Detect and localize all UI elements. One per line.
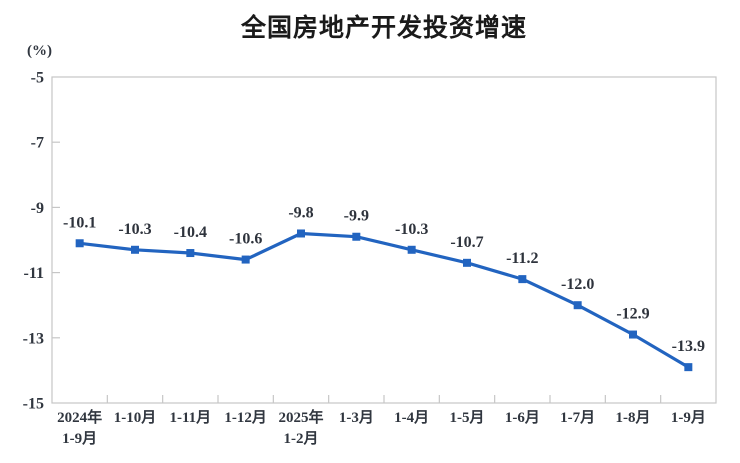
data-point-label: -10.3 [118,221,151,238]
x-axis-label: 1-11月 [169,409,211,426]
data-point-label: -10.1 [63,214,96,231]
data-point-marker [463,258,471,267]
x-axis-label: 1-12月 [224,409,267,426]
data-point-label: -11.2 [506,250,538,267]
x-axis-label: 1-5月 [450,409,485,426]
data-point-label: -10.3 [395,221,428,238]
x-axis-label: 2025年 [278,408,323,426]
data-point-label: -13.9 [672,338,705,355]
x-axis-label: 1-8月 [616,409,651,426]
data-point-marker [75,239,84,248]
data-point-marker [407,245,416,254]
data-point-label: -10.6 [229,231,262,248]
x-axis-label: 1-9月 [62,430,97,447]
data-point-marker [131,245,139,254]
x-axis-label: 1-3月 [339,409,374,426]
data-point-marker [241,255,250,264]
data-series-line [78,231,690,369]
y-tick-label: -11 [24,265,44,282]
data-point-label: -10.4 [174,224,207,241]
data-point-marker [186,249,195,258]
y-tick-label: -9 [31,200,44,217]
data-point-label: -12.9 [616,306,649,323]
x-axis-label: 2024年 [57,408,102,426]
data-point-label: -9.8 [288,204,313,221]
x-axis-label: 1-7月 [560,409,595,426]
data-point-label: -9.9 [344,208,369,225]
x-axis-label: 1-6月 [505,409,540,426]
y-tick-label: -15 [23,396,44,413]
plot-border [51,76,717,404]
x-axis-label: 1-10月 [114,409,157,426]
data-point-marker [297,229,305,238]
y-tick-label: -13 [23,330,44,347]
x-axis-label: 1-9月 [671,409,706,426]
x-axis-label: 1-4月 [394,409,429,426]
chart-title: 全国房地产开发投资增速 [240,14,527,42]
y-axis-unit-label: (%) [27,43,52,59]
data-point-marker [352,232,361,241]
data-point-marker [518,275,527,284]
data-point-marker [573,301,582,310]
data-point-marker [684,363,693,372]
data-point-label: -10.7 [450,234,483,251]
y-tick-label: -7 [31,135,44,152]
y-tick-label: -5 [31,70,44,87]
data-point-label: -12.0 [561,276,594,293]
data-point-marker [629,330,637,339]
x-axis-label: 1-2月 [284,430,319,447]
